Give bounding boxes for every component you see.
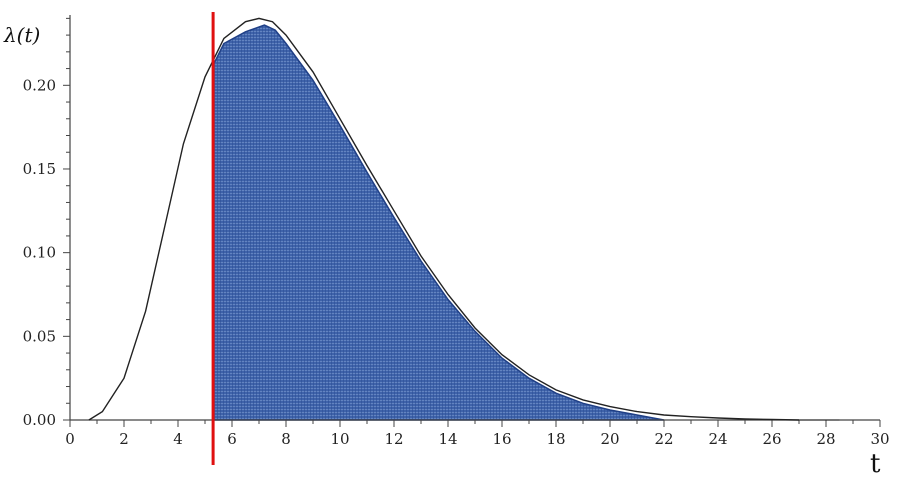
- y-tick-label: 0.15: [23, 160, 56, 178]
- y-tick-label: 0.00: [23, 411, 56, 429]
- x-tick-label: 22: [654, 430, 673, 448]
- x-tick-label: 26: [762, 430, 781, 448]
- shaded-area: [212, 24, 665, 421]
- x-tick-label: 14: [438, 430, 457, 448]
- x-tick-label: 16: [492, 430, 511, 448]
- x-tick-label: 8: [281, 430, 291, 448]
- x-tick-label: 2: [119, 430, 129, 448]
- x-tick-label: 28: [816, 430, 835, 448]
- x-tick-label: 18: [546, 430, 565, 448]
- hazard-curve: [88, 17, 800, 421]
- y-axis-title: λ(t): [3, 23, 40, 47]
- y-tick-label: 0.20: [23, 76, 56, 94]
- x-tick-label: 24: [708, 430, 727, 448]
- x-tick-label: 30: [870, 430, 889, 448]
- y-tick-label: 0.10: [23, 244, 56, 262]
- x-axis-title: t: [870, 449, 881, 479]
- x-tick-label: 10: [330, 430, 349, 448]
- x-tick-label: 12: [384, 430, 403, 448]
- y-tick-label: 0.05: [23, 327, 56, 345]
- x-tick-label: 0: [65, 430, 75, 448]
- x-tick-label: 4: [173, 430, 183, 448]
- x-tick-label: 6: [227, 430, 237, 448]
- x-tick-label: 20: [600, 430, 619, 448]
